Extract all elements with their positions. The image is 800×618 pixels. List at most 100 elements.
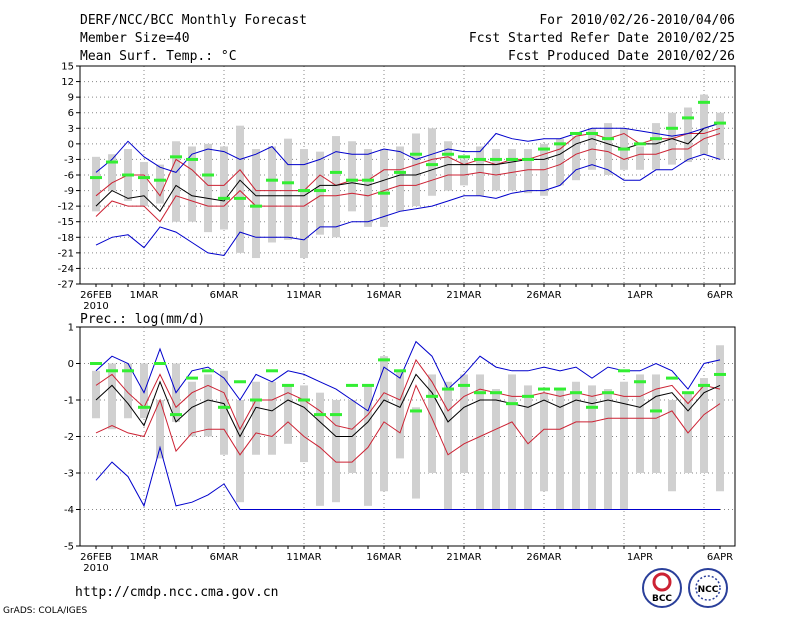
ensemble-mean-mark [122,369,134,373]
x-tick-label: 6MAR [210,552,239,563]
grads-credit: GrADS: COLA/IGES [3,606,87,616]
ensemble-mean-mark [362,178,374,182]
ensemble-mean-mark [490,157,502,161]
y-tick-label: -4 [64,505,74,516]
variable-label: Mean Surf. Temp.: °C [80,49,237,64]
ensemble-mean-mark [330,170,342,174]
ensemble-mean-mark [234,196,246,200]
ensemble-box [492,389,500,510]
q75-line [95,127,721,197]
ensemble-mean-mark [282,181,294,185]
ensemble-box [332,136,340,238]
min-line [95,445,720,510]
ensemble-mean-mark [586,131,598,135]
ensemble-box [620,381,628,510]
ensemble-box [668,400,676,492]
ensemble-box [572,136,580,181]
ensemble-box [108,154,116,191]
ensemble-mean-mark [602,137,614,141]
ensemble-box [700,378,708,473]
ensemble-box [172,141,180,222]
ensemble-mean-mark [186,157,198,161]
ensemble-box [684,107,692,163]
ensemble-box [476,146,484,196]
ensemble-box [220,146,228,230]
x-tick-label: 26MAR [526,290,561,301]
ensemble-mean-mark [106,369,118,373]
y-tick-label: 0 [68,359,74,370]
ensemble-mean-mark [378,191,390,195]
ensemble-box [444,141,452,191]
ensemble-mean-mark [170,155,182,159]
ensemble-box [348,141,356,212]
x-tick-label: 21MAR [446,290,481,301]
ensemble-mean-mark [586,405,598,409]
ensemble-mean-mark [506,157,518,161]
y-tick-label: 0 [68,139,74,150]
median-line [95,373,721,438]
y-tick-label: -24 [58,264,74,275]
plot-frame [79,65,736,285]
x-tick-label: 1MAR [130,552,159,563]
ensemble-box [636,374,644,473]
ensemble-box [700,94,708,155]
x-tick-label: 21MAR [446,552,481,563]
forecast-produced-date: Fcst Produced Date 2010/02/26 [508,49,735,64]
ensemble-box [412,133,420,207]
y-tick-label: -21 [58,248,74,259]
source-url: http://cmdp.ncc.cma.gov.cn [75,585,279,600]
ensemble-box [268,146,276,243]
ensemble-mean-mark [362,383,374,387]
x-tick-label: 1APR [627,290,653,301]
plot-frame [79,326,736,547]
ensemble-mean-mark [170,413,182,417]
ensemble-box [300,149,308,259]
ensemble-box [652,123,660,170]
ensemble-box [604,389,612,510]
ensemble-mean-mark [714,121,726,125]
ensemble-mean-mark [666,126,678,130]
y-tick-label: 3 [68,124,74,135]
ensemble-box [284,385,292,444]
y-tick-label: 15 [61,62,74,73]
ensemble-mean-mark [202,369,214,373]
forecast-period: For 2010/02/26-2010/04/06 [539,13,735,28]
ensemble-box [332,400,340,503]
ensemble-mean-mark [714,372,726,376]
ensemble-box [140,363,148,419]
x-tick-label: 16MAR [366,290,401,301]
x-tick-label: 6MAR [210,290,239,301]
ensemble-mean-mark [650,137,662,141]
ensemble-mean-mark [538,387,550,391]
ensemble-mean-mark [138,176,150,180]
x-year-label: 2010 [83,563,108,574]
ensemble-mean-mark [266,178,278,182]
ensemble-box [652,374,660,473]
ensemble-mean-mark [282,383,294,387]
ensemble-box [364,385,372,506]
ensemble-box [636,146,644,170]
ensemble-mean-mark [106,160,118,164]
ensemble-box [316,392,324,506]
ensemble-box [524,385,532,510]
y-tick-label: -5 [64,542,74,553]
ensemble-box [556,138,564,186]
ensemble-box [476,374,484,510]
x-tick-label: 26FEB [80,552,112,563]
ensemble-mean-mark [698,100,710,104]
ensemble-box [524,149,532,194]
y-tick-label: -9 [64,186,74,197]
y-tick-label: 1 [68,323,74,334]
ensemble-mean-mark [458,155,470,159]
ensemble-box [188,381,196,437]
y-tick-label: -15 [58,217,74,228]
ensemble-mean-mark [154,362,166,365]
x-tick-label: 6APR [707,552,733,563]
ensemble-box [380,356,388,492]
ensemble-box [124,363,132,419]
ensemble-mean-mark [90,176,102,180]
ensemble-mean-mark [314,189,326,193]
max-line [95,122,721,173]
ncc-logo-text: NCC [698,585,719,595]
